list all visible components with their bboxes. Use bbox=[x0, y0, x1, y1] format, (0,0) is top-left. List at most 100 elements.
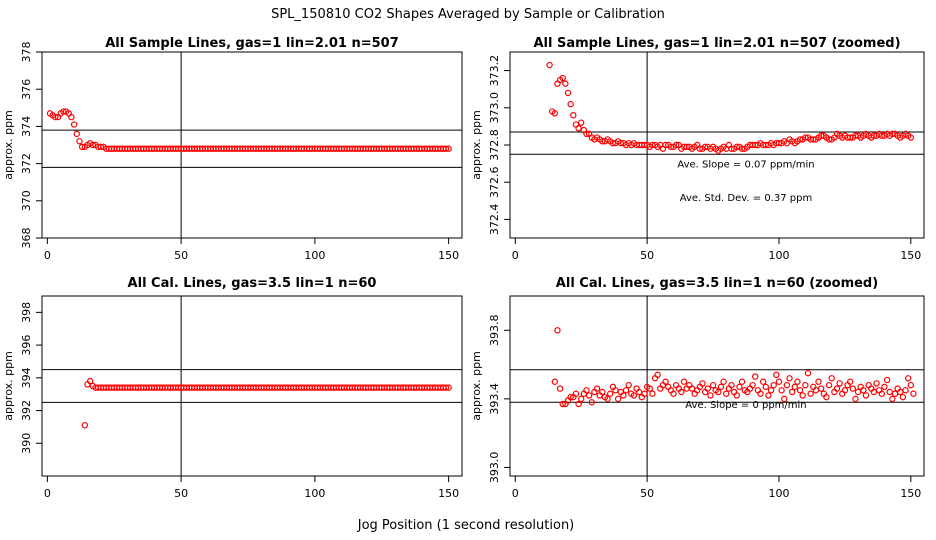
figure-title: SPL_150810 CO2 Shapes Averaged by Sample… bbox=[271, 7, 665, 22]
data-point bbox=[567, 393, 574, 401]
annotation-text: Ave. Slope = 0 ppm/min bbox=[685, 400, 806, 411]
data-point bbox=[883, 376, 891, 384]
data-point bbox=[599, 388, 606, 396]
data-point bbox=[723, 390, 730, 397]
data-point bbox=[570, 112, 577, 119]
plot-frame bbox=[509, 295, 925, 477]
data-point bbox=[78, 143, 86, 151]
data-point bbox=[762, 141, 769, 149]
panel-title: All Sample Lines, gas=1 lin=2.01 n=507 bbox=[105, 36, 399, 51]
data-point bbox=[794, 378, 801, 385]
data-point bbox=[889, 395, 896, 403]
data-point bbox=[728, 381, 735, 389]
data-point bbox=[680, 378, 688, 385]
data-point bbox=[802, 134, 809, 141]
data-point bbox=[583, 130, 590, 138]
data-point bbox=[833, 385, 841, 392]
y-tick-label: 373.0 bbox=[488, 92, 501, 124]
data-point bbox=[564, 89, 572, 97]
annotation-text: Ave. Std. Dev. = 0.37 ppm bbox=[680, 193, 812, 204]
data-point bbox=[583, 387, 590, 394]
data-point bbox=[767, 387, 775, 394]
data-point bbox=[828, 375, 835, 382]
y-tick-label: 378 bbox=[20, 42, 33, 63]
panel-title: All Cal. Lines, gas=3.5 lin=1 n=60 (zoom… bbox=[556, 276, 878, 291]
data-point bbox=[86, 377, 94, 385]
y-tick-label: 370 bbox=[20, 190, 33, 211]
data-point bbox=[701, 143, 709, 151]
data-point bbox=[786, 375, 793, 382]
data-point bbox=[609, 139, 617, 147]
data-point bbox=[604, 395, 611, 403]
y-tick-label: 372.8 bbox=[488, 129, 501, 161]
data-point bbox=[881, 383, 888, 391]
data-point bbox=[807, 390, 814, 397]
plot-frame bbox=[41, 295, 463, 477]
data-point bbox=[825, 136, 833, 143]
data-point bbox=[775, 139, 783, 147]
data-point bbox=[709, 381, 717, 389]
panel-sample-lines: All Sample Lines, gas=1 lin=2.01 n=507 a… bbox=[2, 36, 463, 262]
x-tick-label: 100 bbox=[768, 487, 789, 500]
data-point bbox=[567, 100, 574, 108]
data-point bbox=[704, 385, 711, 392]
data-point bbox=[902, 387, 909, 394]
data-point bbox=[442, 145, 450, 152]
data-point bbox=[672, 141, 680, 149]
data-point bbox=[910, 390, 917, 397]
y-tick-label: 374 bbox=[20, 116, 33, 137]
y-tick-label: 372.4 bbox=[488, 204, 501, 236]
data-point bbox=[802, 381, 809, 389]
data-point bbox=[699, 380, 706, 387]
data-point bbox=[556, 385, 564, 392]
data-point bbox=[572, 390, 580, 397]
x-tick-label: 0 bbox=[512, 249, 519, 262]
y-tick-label: 393.4 bbox=[488, 383, 501, 415]
data-point bbox=[442, 384, 450, 391]
data-point bbox=[562, 80, 569, 87]
data-point bbox=[97, 143, 105, 151]
panel-title: All Cal. Lines, gas=3.5 lin=1 n=60 bbox=[128, 276, 377, 291]
data-point bbox=[733, 392, 740, 399]
data-point bbox=[662, 141, 669, 149]
data-point bbox=[551, 378, 559, 385]
data-point bbox=[907, 381, 915, 389]
data-point bbox=[825, 381, 833, 389]
data-point bbox=[593, 385, 601, 392]
data-point bbox=[649, 390, 656, 397]
x-tick-label: 150 bbox=[900, 249, 921, 262]
data-point bbox=[796, 387, 804, 394]
data-point bbox=[907, 134, 915, 141]
data-point bbox=[873, 380, 880, 387]
data-point bbox=[617, 139, 624, 147]
data-point bbox=[588, 399, 595, 406]
data-point bbox=[683, 143, 690, 151]
data-point bbox=[554, 327, 561, 334]
data-point bbox=[762, 383, 769, 391]
data-point bbox=[862, 392, 870, 399]
data-point bbox=[846, 378, 854, 385]
data-point bbox=[577, 119, 585, 126]
y-tick-label: 398 bbox=[20, 302, 33, 323]
data-point bbox=[810, 136, 817, 143]
data-point bbox=[68, 113, 75, 121]
data-point bbox=[870, 132, 878, 139]
data-point bbox=[752, 141, 759, 149]
data-point bbox=[630, 392, 638, 399]
data-point bbox=[607, 390, 614, 397]
data-point bbox=[823, 393, 830, 401]
plot-frame bbox=[509, 51, 925, 239]
data-point bbox=[60, 108, 67, 115]
plot-frame bbox=[41, 51, 463, 239]
data-point bbox=[836, 380, 843, 387]
data-point bbox=[646, 385, 653, 392]
data-point bbox=[904, 375, 912, 382]
data-point bbox=[70, 121, 78, 128]
data-point bbox=[559, 74, 566, 82]
data-point bbox=[889, 130, 896, 138]
y-axis-label: approx. ppm bbox=[470, 351, 483, 421]
y-tick-label: 376 bbox=[20, 79, 33, 100]
data-point bbox=[670, 390, 677, 397]
y-tick-label: 393.0 bbox=[488, 452, 501, 484]
